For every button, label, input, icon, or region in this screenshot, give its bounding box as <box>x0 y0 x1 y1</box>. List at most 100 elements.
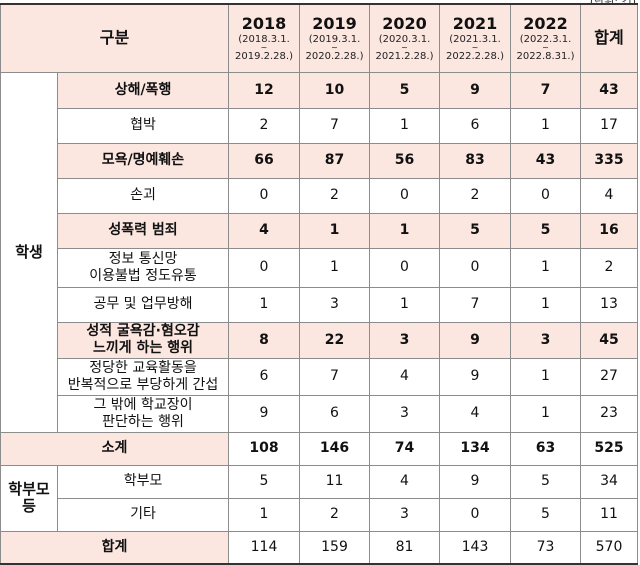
row-total-cell: 335 <box>580 142 639 179</box>
period-end: 2021.2.28.) <box>375 51 434 63</box>
value-cell: 12 <box>228 71 301 109</box>
table-row: 성폭력 범죄 4 1 1 5 5 16 <box>0 212 639 249</box>
period-start: (2018.3.1. <box>238 34 290 46</box>
row-total-cell: 27 <box>580 357 639 396</box>
grand-total-value-cell: 73 <box>510 530 582 565</box>
value-cell: 4 <box>228 212 301 249</box>
year-label: 2019 <box>312 14 357 34</box>
total-header: 합계 <box>580 3 639 73</box>
value-cell: 11 <box>299 464 371 499</box>
value-cell: 2 <box>299 497 371 532</box>
value-cell: 3 <box>299 286 371 323</box>
row-total-cell: 16 <box>580 212 639 249</box>
value-cell: 1 <box>299 212 371 249</box>
year-label: 2021 <box>452 14 498 34</box>
period-tilde: ~ <box>331 43 338 53</box>
value-cell: 0 <box>369 177 441 214</box>
value-cell: 6 <box>299 394 371 433</box>
row-total-cell: 45 <box>580 321 639 359</box>
value-cell: 6 <box>439 107 512 144</box>
value-cell: 2 <box>439 177 512 214</box>
year-label: 2018 <box>241 14 287 34</box>
subtotal-value-cell: 146 <box>299 431 371 466</box>
value-cell: 8 <box>228 321 301 359</box>
row-total-cell: 4 <box>580 177 639 214</box>
row-category-label: 기타 <box>56 497 230 532</box>
group-label-student: 학생 <box>0 71 58 433</box>
period-start: (2020.3.1. <box>378 34 431 46</box>
value-cell: 1 <box>510 394 582 433</box>
value-cell: 0 <box>228 247 301 288</box>
value-cell: 3 <box>510 321 582 359</box>
value-cell: 7 <box>510 71 582 109</box>
subtotal-row: 소계 108 146 74 134 63 525 <box>0 431 639 466</box>
value-cell: 5 <box>439 212 512 249</box>
row-category-label: 상해/폭행 <box>56 71 230 109</box>
value-cell: 2 <box>299 177 371 214</box>
table-row: 기타 1 2 3 0 5 11 <box>1 497 639 532</box>
row-total-cell: 11 <box>580 497 639 532</box>
value-cell: 4 <box>439 394 512 433</box>
row-category-label: 성폭력 범죄 <box>56 212 230 249</box>
table-row: 정당한 교육활동을 반복적으로 부당하게 간섭 6 7 4 9 1 27 <box>1 357 639 396</box>
row-category-label: 학부모 <box>56 464 230 499</box>
value-cell: 4 <box>369 357 441 396</box>
row-total-cell: 43 <box>580 71 639 109</box>
year-header-2018: 2018 (2018.3.1. ~ 2019.2.28.) <box>228 3 301 73</box>
table-row: 학부모 등 학부모 5 11 4 9 5 34 <box>0 464 639 532</box>
table-row: 성적 굴욕감·혐오감 느끼게 하는 행위 8 22 3 9 3 45 <box>0 321 639 359</box>
row-total-cell: 34 <box>580 464 639 499</box>
value-cell: 1 <box>228 286 301 323</box>
value-cell: 3 <box>369 321 441 359</box>
value-cell: 5 <box>510 497 582 532</box>
value-cell: 0 <box>439 497 512 532</box>
value-cell: 66 <box>228 142 301 179</box>
value-cell: 56 <box>369 142 441 179</box>
subtotal-total-cell: 525 <box>580 431 639 466</box>
header-row: 구분 2018 (2018.3.1. ~ 2019.2.28.) 2019 (2… <box>0 3 639 73</box>
value-cell: 0 <box>510 177 582 214</box>
period-tilde: ~ <box>471 43 479 53</box>
value-cell: 4 <box>369 464 441 499</box>
year-label: 2022 <box>523 14 568 34</box>
year-header-2022: 2022 (2022.3.1. ~ 2022.8.31.) <box>510 3 582 73</box>
row-category-label: 모욕/명예훼손 <box>56 142 230 179</box>
year-header-2021: 2021 (2021.3.1. ~ 2022.2.28.) <box>439 3 512 73</box>
row-category-label: 공무 및 업무방해 <box>56 286 230 323</box>
value-cell: 10 <box>299 71 371 109</box>
value-cell: 1 <box>510 357 582 396</box>
row-total-cell: 23 <box>580 394 639 433</box>
value-cell: 22 <box>299 321 371 359</box>
row-total-cell: 13 <box>580 286 639 323</box>
teacher-rights-violation-table: 구분 2018 (2018.3.1. ~ 2019.2.28.) 2019 (2… <box>0 3 639 565</box>
category-header-label: 구분 <box>99 27 130 47</box>
value-cell: 1 <box>369 212 441 249</box>
grand-total-value-cell: 114 <box>228 530 301 565</box>
row-category-label: 성적 굴욕감·혐오감 느끼게 하는 행위 <box>56 321 230 359</box>
value-cell: 0 <box>439 247 512 288</box>
value-cell: 0 <box>228 177 301 214</box>
value-cell: 9 <box>439 321 512 359</box>
value-cell: 3 <box>369 394 441 433</box>
subtotal-value-cell: 63 <box>510 431 582 466</box>
period-start: (2021.3.1. <box>449 34 501 46</box>
period-start: (2019.3.1. <box>308 34 361 46</box>
period-end: 2022.2.28.) <box>446 51 504 63</box>
value-cell: 0 <box>369 247 441 288</box>
year-label: 2020 <box>382 14 427 34</box>
grand-total-value-cell: 81 <box>369 530 441 565</box>
value-cell: 5 <box>228 464 301 499</box>
row-category-label: 협박 <box>56 107 230 144</box>
value-cell: 7 <box>439 286 512 323</box>
value-cell: 1 <box>369 286 441 323</box>
value-cell: 6 <box>228 357 301 396</box>
value-cell: 5 <box>510 464 582 499</box>
total-header-label: 합계 <box>594 27 624 47</box>
year-header-2019: 2019 (2019.3.1. ~ 2020.2.28.) <box>299 3 371 73</box>
value-cell: 9 <box>439 71 512 109</box>
table-row: 그 밖에 학교장이 판단하는 행위 9 6 3 4 1 23 <box>1 394 639 433</box>
subtotal-value-cell: 74 <box>369 431 441 466</box>
value-cell: 1 <box>510 107 582 144</box>
value-cell: 43 <box>510 142 582 179</box>
